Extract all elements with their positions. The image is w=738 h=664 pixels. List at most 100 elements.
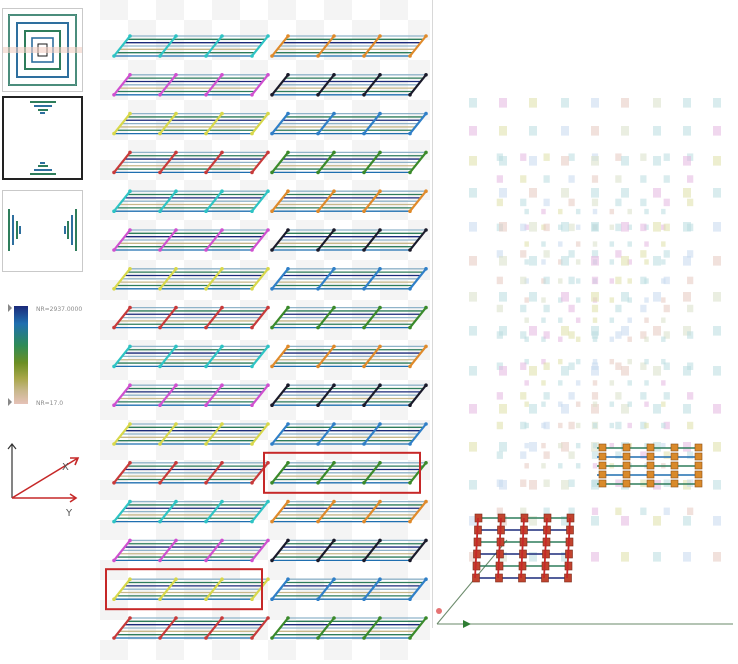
voxel-cube xyxy=(683,98,691,108)
voxel-cube xyxy=(568,250,575,258)
layer-node xyxy=(286,383,290,388)
layer-row-left-10[interactable] xyxy=(112,383,270,408)
layer-row-left-7[interactable] xyxy=(112,267,270,291)
layer-row-right-11[interactable] xyxy=(270,422,428,446)
voxel-cube xyxy=(524,380,529,386)
layer-node xyxy=(378,344,382,349)
perspective-view[interactable] xyxy=(433,0,738,660)
solid-voxel xyxy=(622,479,631,488)
voxel-cube xyxy=(609,380,615,386)
layer-row-left-2[interactable] xyxy=(112,73,270,97)
grid-background-cell xyxy=(352,100,380,120)
layer-row-right-4[interactable] xyxy=(270,150,428,175)
layer-row-left-6[interactable] xyxy=(112,228,270,252)
layer-row-left-15[interactable] xyxy=(112,577,270,601)
layer-row-right-14[interactable] xyxy=(270,538,428,563)
layer-row-right-2[interactable] xyxy=(270,73,428,97)
grid-background-cell xyxy=(212,400,240,420)
layer-row-left-13[interactable] xyxy=(112,499,270,524)
layer-row-right-8[interactable] xyxy=(270,305,428,330)
solid-voxel xyxy=(598,452,607,461)
voxel-cube xyxy=(499,366,507,376)
layer-row-left-16[interactable] xyxy=(112,616,270,640)
layer-row-right-10[interactable] xyxy=(270,383,428,408)
voxel-cube xyxy=(561,552,569,562)
voxel-cube xyxy=(640,198,647,207)
voxel-cube xyxy=(524,336,529,342)
voxel-cube xyxy=(568,479,575,487)
thumbnail-side-view[interactable] xyxy=(2,190,83,272)
layer-connector xyxy=(113,306,131,329)
voxel-cube xyxy=(592,380,598,386)
layer-connector xyxy=(205,306,223,329)
layer-node xyxy=(220,383,224,388)
voxel-cube xyxy=(615,392,622,400)
layer-node xyxy=(424,616,428,620)
layer-connector xyxy=(159,112,177,135)
grid-background-cell xyxy=(324,0,352,20)
voxel-cube xyxy=(627,336,632,342)
solid-voxel xyxy=(694,470,703,479)
highlighted-layer-bottom[interactable] xyxy=(472,513,575,583)
layer-row-left-8[interactable] xyxy=(112,305,270,330)
layer-node xyxy=(128,228,132,232)
grid-background-cell xyxy=(296,180,324,200)
layer-node xyxy=(158,287,162,291)
layer-connector xyxy=(113,229,131,251)
layer-node xyxy=(270,170,274,175)
perspective-view-panel[interactable] xyxy=(433,0,738,660)
layer-node xyxy=(316,636,320,640)
layer-row-right-9[interactable] xyxy=(270,344,428,369)
grid-background-cell xyxy=(352,580,380,600)
layer-node xyxy=(270,636,274,640)
highlighted-layer-top[interactable] xyxy=(597,443,703,488)
layer-connector xyxy=(363,74,381,96)
voxel-cube xyxy=(661,422,666,429)
layer-node xyxy=(158,364,162,369)
layer-row-left-9[interactable] xyxy=(112,344,270,369)
voxel-cube xyxy=(591,98,599,108)
layer-connector xyxy=(409,268,427,290)
layer-node xyxy=(270,209,274,213)
grid-background-cell xyxy=(212,360,240,380)
layer-row-right-13[interactable] xyxy=(270,499,428,524)
layer-row-left-12[interactable] xyxy=(112,461,270,485)
layer-connector xyxy=(409,617,427,639)
layer-row-right-12[interactable] xyxy=(270,461,428,485)
layer-row-right-16[interactable] xyxy=(270,616,428,640)
grid-background-cell xyxy=(128,500,156,520)
layer-row-right-1[interactable] xyxy=(270,34,428,58)
layer-row-left-14[interactable] xyxy=(112,538,270,563)
layer-connector xyxy=(251,306,269,329)
layer-connector xyxy=(159,500,177,523)
layer-row-left-3[interactable] xyxy=(112,111,270,136)
layer-row-right-5[interactable] xyxy=(270,189,428,213)
layer-row-right-7[interactable] xyxy=(270,267,428,291)
layer-node xyxy=(158,558,162,563)
layer-node xyxy=(270,287,274,291)
voxel-cube xyxy=(568,507,575,516)
layer-row-left-11[interactable] xyxy=(112,422,270,446)
layer-row-right-6[interactable] xyxy=(270,228,428,252)
layer-node xyxy=(378,73,382,77)
voxel-cube xyxy=(496,304,503,313)
layer-row-left-4[interactable] xyxy=(112,150,270,175)
layer-connector xyxy=(205,151,223,174)
thumbnail-front-view[interactable] xyxy=(2,96,83,180)
voxel-cube xyxy=(713,156,721,166)
layer-node xyxy=(204,364,208,369)
layer-connector xyxy=(271,229,289,251)
panel-divider xyxy=(432,0,433,628)
grid-background-cell xyxy=(324,480,352,500)
layer-node xyxy=(220,538,224,543)
layer-node xyxy=(408,170,412,175)
layer-node xyxy=(220,73,224,77)
layer-row-right-15[interactable] xyxy=(270,577,428,601)
layer-row-left-1[interactable] xyxy=(112,34,270,58)
voxel-cube xyxy=(469,156,477,166)
layer-connector xyxy=(251,35,269,57)
layer-row-right-3[interactable] xyxy=(270,111,428,136)
thumbnail-top-view[interactable] xyxy=(2,8,83,92)
layer-connector xyxy=(409,306,427,329)
layer-row-left-5[interactable] xyxy=(112,189,270,213)
